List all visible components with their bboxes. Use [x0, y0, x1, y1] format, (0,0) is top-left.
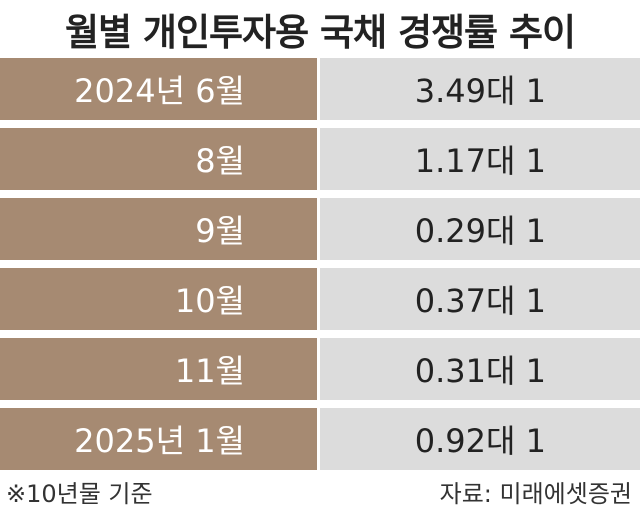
table-row: 11월 0.31대 1	[0, 338, 640, 400]
row-label: 9월	[0, 198, 317, 260]
row-value: 3.49대 1	[320, 58, 640, 120]
row-label: 8월	[0, 128, 317, 190]
table-row: 8월 1.17대 1	[0, 128, 640, 190]
table-row: 2025년 1월 0.92대 1	[0, 408, 640, 470]
row-label: 2025년 1월	[0, 408, 317, 470]
source: 자료: 미래에셋증권	[439, 480, 632, 508]
row-value: 0.92대 1	[320, 408, 640, 470]
table-row: 9월 0.29대 1	[0, 198, 640, 260]
row-label: 11월	[0, 338, 317, 400]
row-value: 1.17대 1	[320, 128, 640, 190]
table-row: 2024년 6월 3.49대 1	[0, 58, 640, 120]
row-value: 0.29대 1	[320, 198, 640, 260]
row-label: 10월	[0, 268, 317, 330]
table-row: 10월 0.37대 1	[0, 268, 640, 330]
row-label: 2024년 6월	[0, 58, 317, 120]
title: 월별 개인투자용 국채 경쟁률 추이	[64, 11, 576, 54]
footnote: ※10년물 기준	[6, 480, 153, 508]
row-value: 0.37대 1	[320, 268, 640, 330]
row-value: 0.31대 1	[320, 338, 640, 400]
